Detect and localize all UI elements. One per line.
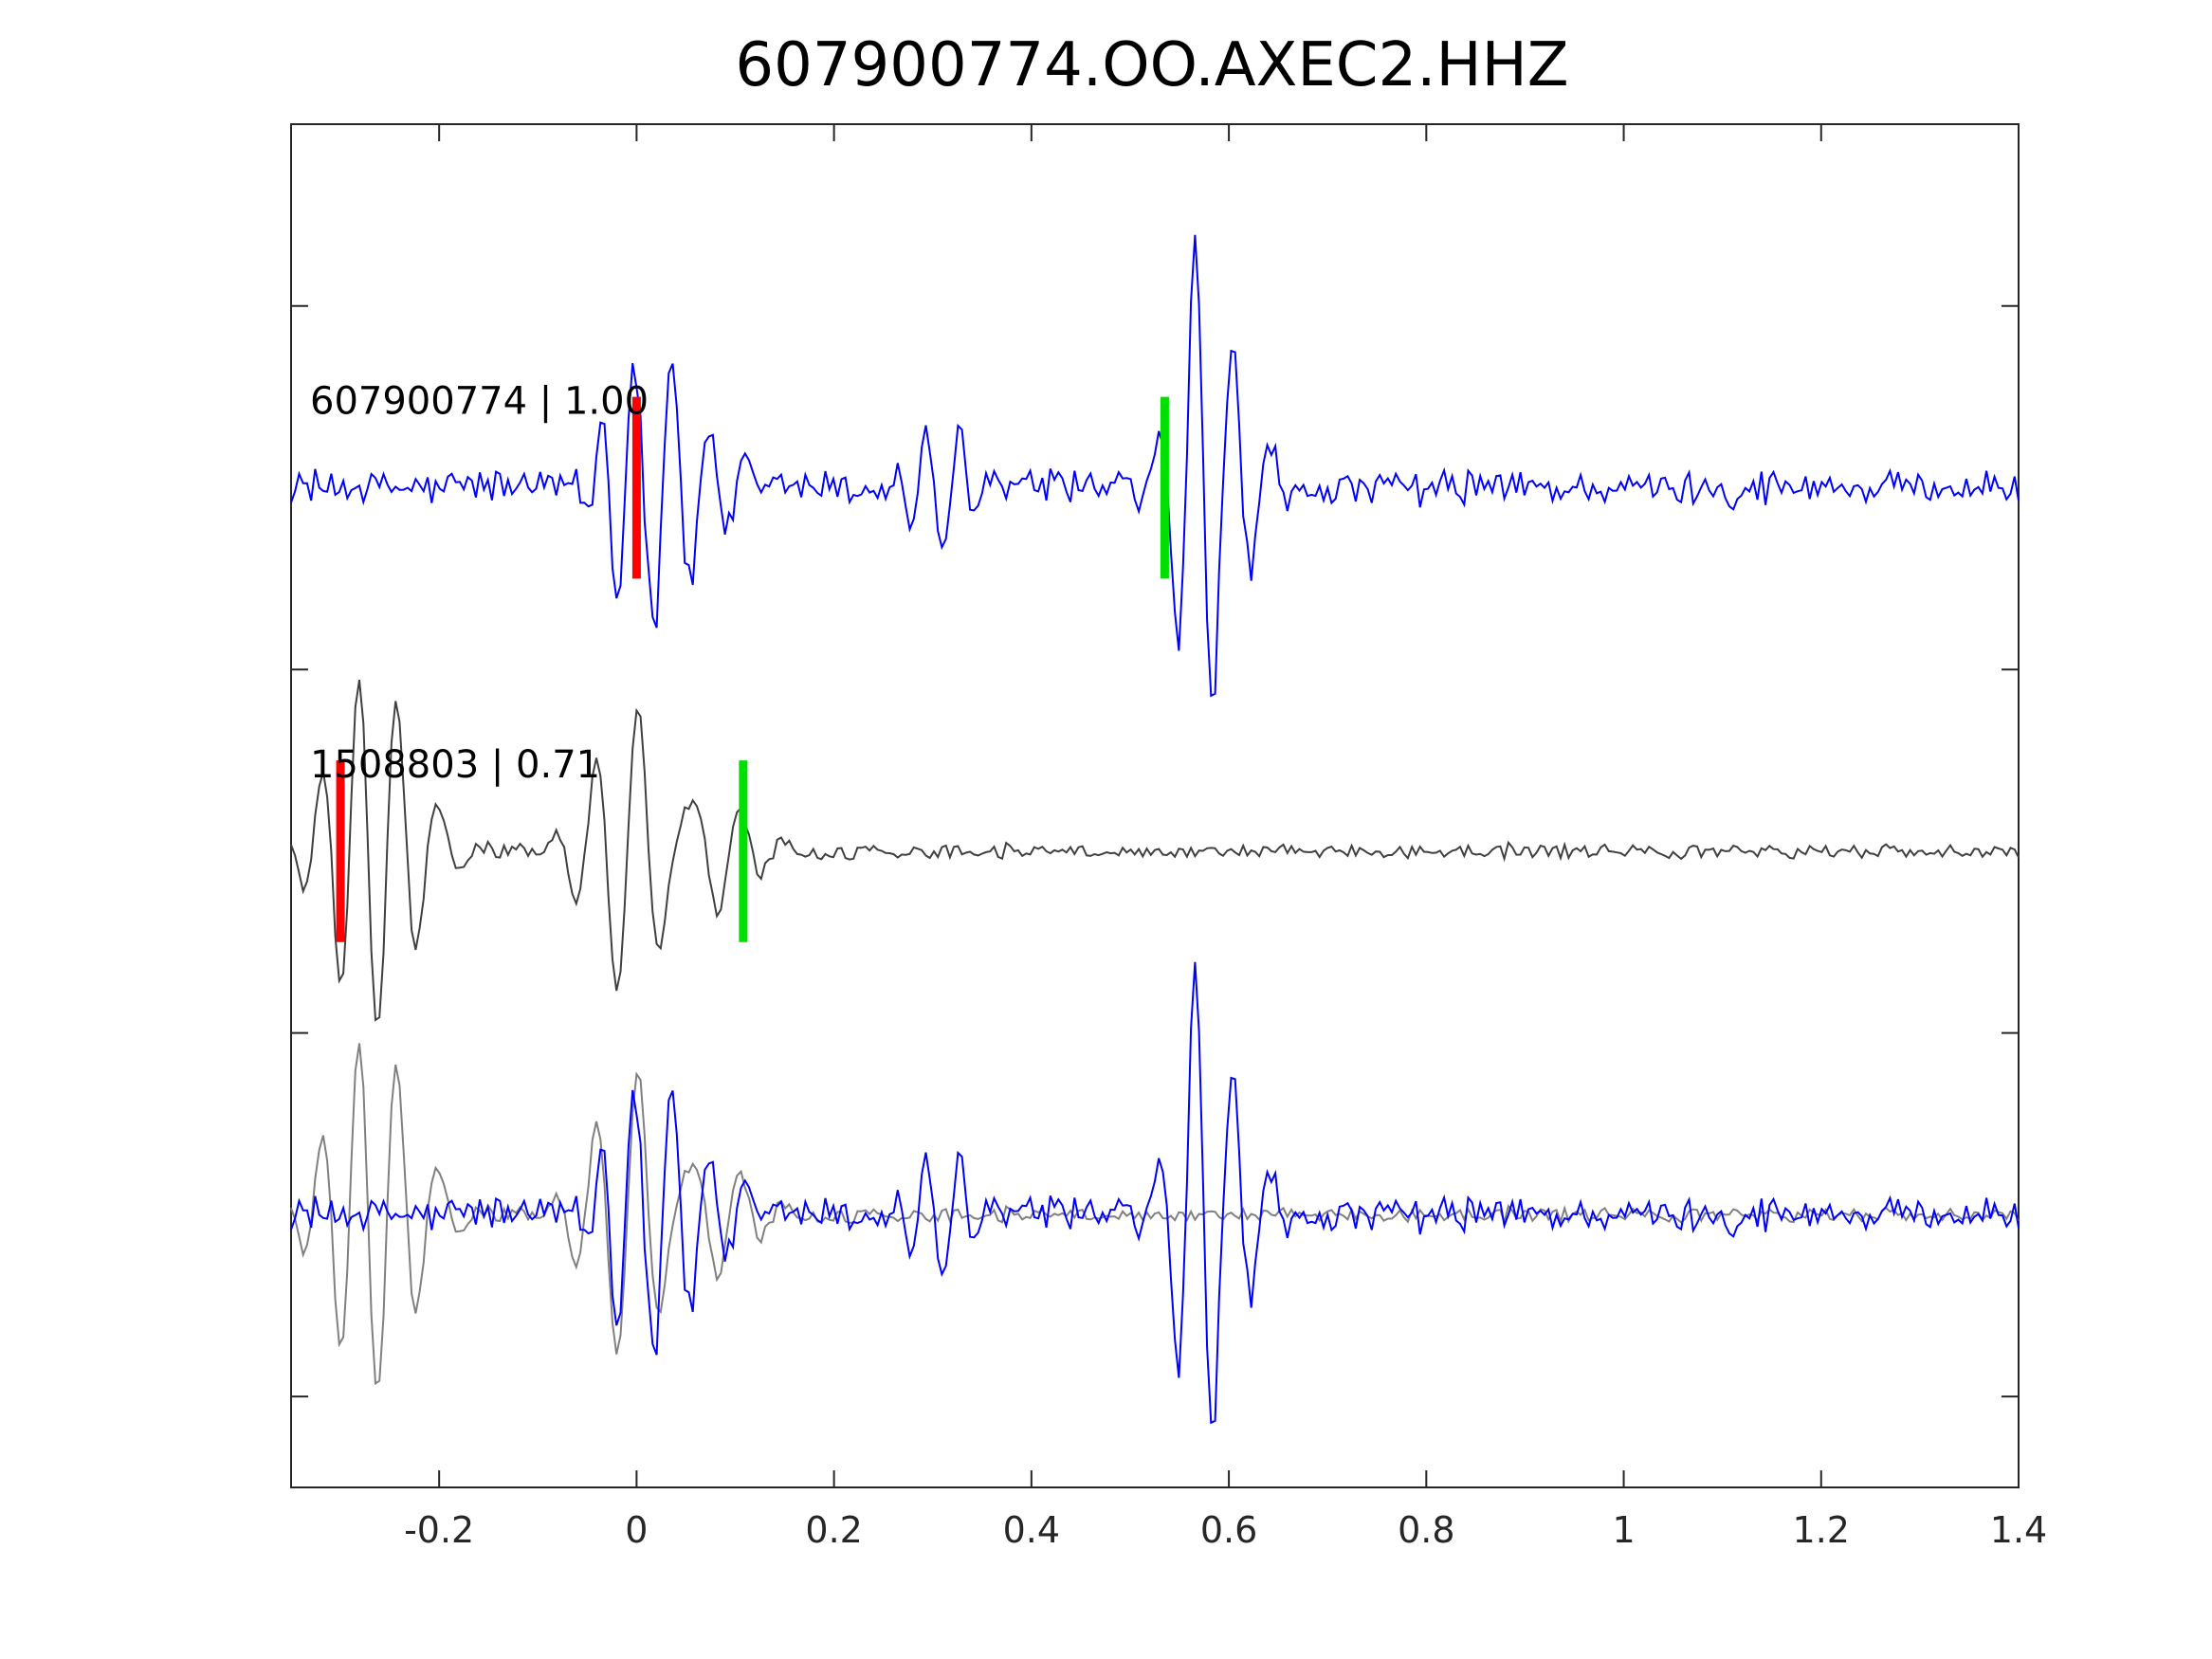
- x-tick-label: 1.2: [1793, 1509, 1850, 1551]
- trace-1-waveform: [290, 234, 2020, 698]
- overlay-waveform-2: [290, 961, 2020, 1425]
- x-tick-label: 1: [1612, 1509, 1635, 1551]
- trace-2-waveform: [290, 679, 2020, 1022]
- x-tick-label: 0.8: [1398, 1509, 1454, 1551]
- x-tick-label: -0.2: [404, 1509, 474, 1551]
- phase-picks: [336, 396, 1169, 942]
- axis-ticks: -0.2 0 0.2 0.4 0.6 0.8 1 1.2 1.4: [291, 124, 2047, 1551]
- x-tick-label: 1.4: [1990, 1509, 2047, 1551]
- waveform-traces: [290, 234, 2020, 1425]
- chart-title: 607900774.OO.AXEC2.HHZ: [735, 30, 1568, 100]
- x-tick-label: 0.4: [1003, 1509, 1060, 1551]
- trace-2-label: 1508803 | 0.71: [310, 743, 600, 787]
- trace-1-label: 607900774 | 1.00: [310, 380, 649, 424]
- x-tick-label: 0.6: [1200, 1509, 1257, 1551]
- plot-area: -0.2 0 0.2 0.4 0.6 0.8 1 1.2 1.4 607900774 | 1.0…: [290, 123, 2047, 1551]
- axes-frame: [290, 123, 2020, 1488]
- x-tick-label: 0.2: [805, 1509, 862, 1551]
- overlay-waveform-1: [290, 1043, 2020, 1386]
- trace-labels: 607900774 | 1.00 1508803 | 0.71: [310, 380, 649, 787]
- x-tick-label: 0: [625, 1509, 648, 1551]
